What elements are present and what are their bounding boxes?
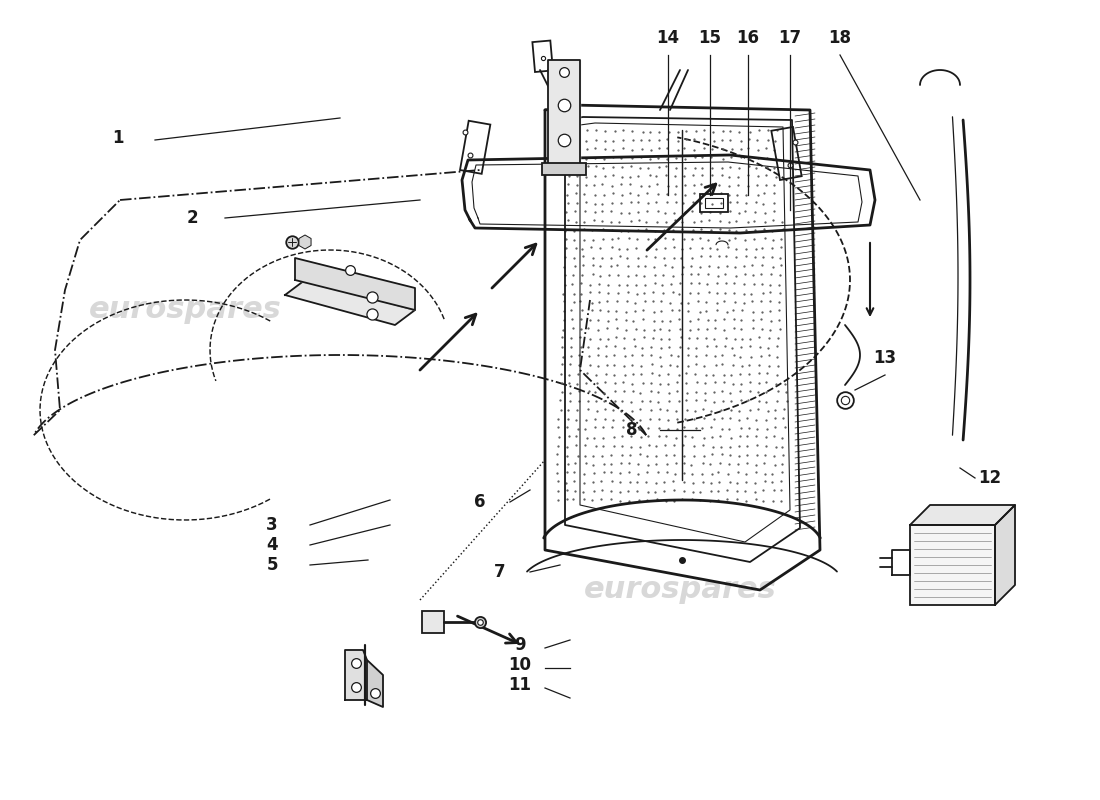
Text: 2: 2 (186, 209, 198, 227)
Polygon shape (285, 280, 415, 325)
Text: 11: 11 (508, 676, 531, 694)
Text: 18: 18 (828, 29, 851, 47)
Bar (532, 41, 553, 72)
Text: 4: 4 (266, 536, 278, 554)
Text: 13: 13 (873, 349, 896, 367)
Text: eurospares: eurospares (584, 575, 777, 605)
Bar (422, 611, 444, 633)
Polygon shape (996, 505, 1015, 605)
Polygon shape (548, 60, 580, 165)
Text: 1: 1 (112, 129, 123, 147)
Text: 3: 3 (266, 516, 278, 534)
Text: 10: 10 (508, 656, 531, 674)
Text: 6: 6 (474, 493, 486, 511)
Text: 8: 8 (626, 421, 638, 439)
Text: 16: 16 (737, 29, 759, 47)
Text: eurospares: eurospares (89, 295, 282, 325)
Bar (910, 525, 996, 605)
Bar (705, 198, 723, 208)
Text: 9: 9 (514, 636, 526, 654)
Polygon shape (345, 650, 367, 700)
Text: 7: 7 (494, 563, 506, 581)
Bar (771, 127, 802, 180)
Text: 14: 14 (657, 29, 680, 47)
Text: 17: 17 (779, 29, 802, 47)
Bar (542, 163, 586, 175)
Polygon shape (367, 660, 383, 707)
Text: 15: 15 (698, 29, 722, 47)
Polygon shape (295, 258, 415, 310)
Polygon shape (910, 505, 1015, 525)
Bar (700, 194, 728, 212)
Text: 5: 5 (266, 556, 277, 574)
Text: 12: 12 (978, 469, 1002, 487)
Bar (460, 121, 491, 174)
